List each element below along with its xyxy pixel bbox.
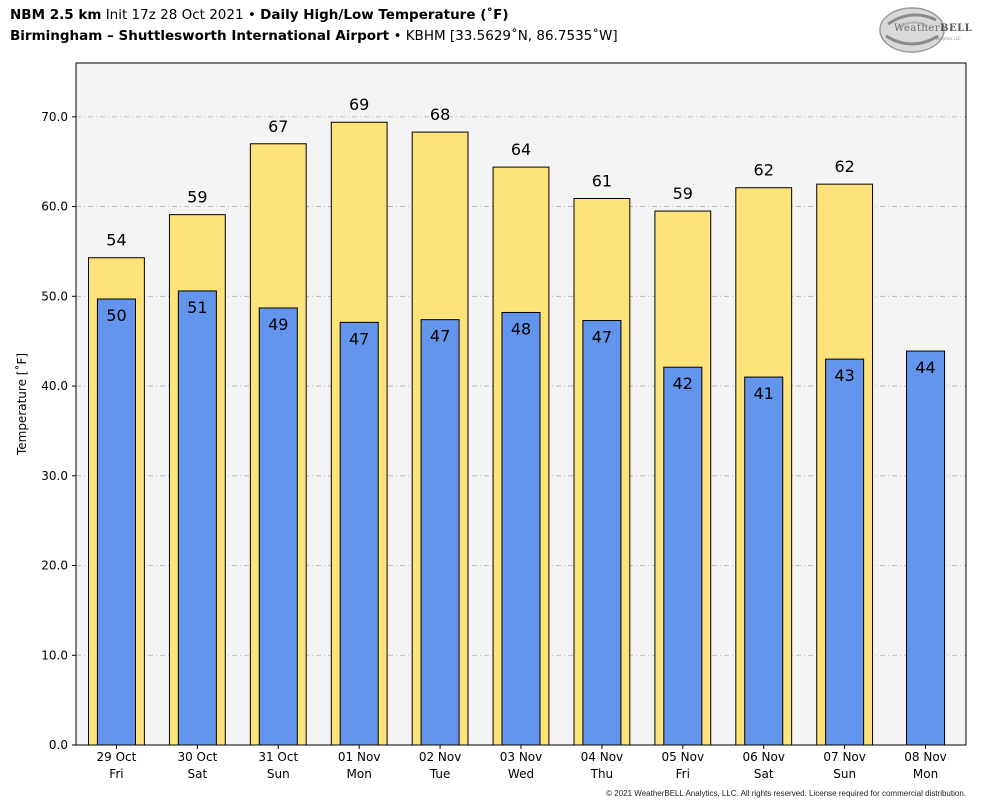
y-tick-label: 20.0 xyxy=(41,559,68,573)
x-tick-date-label: 30 Oct xyxy=(177,750,217,764)
model-name: NBM 2.5 km xyxy=(10,7,102,23)
x-tick-date-label: 04 Nov xyxy=(581,750,624,764)
x-tick-day-label: Tue xyxy=(429,767,451,781)
x-tick-day-label: Fri xyxy=(676,767,690,781)
low-temp-label: 47 xyxy=(430,327,450,346)
y-tick-label: 50.0 xyxy=(41,289,68,303)
high-temp-label: 54 xyxy=(106,231,126,250)
x-tick-date-label: 06 Nov xyxy=(742,750,785,764)
high-temp-label: 61 xyxy=(592,172,612,191)
low-temp-label: 43 xyxy=(834,366,854,385)
x-tick-day-label: Sat xyxy=(754,767,774,781)
separator: • xyxy=(393,28,402,44)
logo-wordmark: WeatherBELL xyxy=(894,23,973,34)
x-tick-date-label: 05 Nov xyxy=(662,750,705,764)
low-temp-label: 47 xyxy=(592,328,612,347)
weatherbell-logo: WeatherBELL Analytics LLC xyxy=(878,6,973,54)
y-tick-label: 60.0 xyxy=(41,200,68,214)
low-temp-label: 48 xyxy=(511,319,531,338)
low-temp-label: 47 xyxy=(349,329,369,348)
low-temp-bar xyxy=(420,319,460,746)
x-tick-date-label: 01 Nov xyxy=(338,750,381,764)
high-temp-label: 64 xyxy=(511,140,531,159)
logo-swirl-icon xyxy=(879,7,945,53)
high-temp-label: 67 xyxy=(268,117,288,136)
low-temp-label: 51 xyxy=(187,298,207,317)
x-tick-day-label: Thu xyxy=(590,767,614,781)
x-tick-date-label: 02 Nov xyxy=(419,750,462,764)
x-tick-date-label: 08 Nov xyxy=(904,750,947,764)
low-temp-label: 41 xyxy=(754,384,774,403)
chart-title-line-2: Birmingham – Shuttlesworth International… xyxy=(10,28,618,44)
x-tick-day-label: Sun xyxy=(267,767,290,781)
x-tick-day-label: Sat xyxy=(188,767,208,781)
location-name: Birmingham – Shuttlesworth International… xyxy=(10,28,390,44)
low-temp-label: 42 xyxy=(673,374,693,393)
product-title: Daily High/Low Temperature (˚F) xyxy=(260,7,509,23)
y-tick-label: 10.0 xyxy=(41,648,68,662)
low-temp-label: 49 xyxy=(268,315,288,334)
low-temp-label: 50 xyxy=(106,306,126,325)
x-tick-date-label: 03 Nov xyxy=(500,750,543,764)
low-temp-bar xyxy=(582,320,622,746)
x-tick-day-label: Sun xyxy=(833,767,856,781)
chart-title-line-1: NBM 2.5 km Init 17z 28 Oct 2021 • Daily … xyxy=(10,7,509,23)
x-tick-day-label: Mon xyxy=(347,767,372,781)
copyright-notice: © 2021 WeatherBELL Analytics, LLC. All r… xyxy=(606,789,966,798)
low-temp-bar xyxy=(501,311,541,746)
x-tick-date-label: 29 Oct xyxy=(97,750,137,764)
x-tick-day-label: Mon xyxy=(913,767,938,781)
y-tick-label: 40.0 xyxy=(41,379,68,393)
plot-frame xyxy=(75,62,967,746)
low-temp-bar xyxy=(744,376,784,746)
low-temp-bar xyxy=(906,350,946,746)
low-temp-label: 44 xyxy=(915,358,935,377)
high-temp-label: 69 xyxy=(349,95,369,114)
y-tick-label: 30.0 xyxy=(41,469,68,483)
x-tick-day-label: Fri xyxy=(109,767,123,781)
low-temp-bar xyxy=(825,358,865,746)
low-temp-bar xyxy=(258,307,298,746)
x-tick-day-label: Wed xyxy=(508,767,534,781)
high-temp-label: 59 xyxy=(187,188,207,207)
low-temp-bar xyxy=(96,298,136,746)
high-temp-label: 62 xyxy=(834,157,854,176)
low-temp-bar xyxy=(339,321,379,746)
low-temp-bar xyxy=(663,366,703,746)
x-tick-date-label: 31 Oct xyxy=(258,750,298,764)
x-tick-date-label: 07 Nov xyxy=(823,750,866,764)
init-time: Init 17z 28 Oct 2021 xyxy=(105,7,244,23)
high-temp-label: 68 xyxy=(430,105,450,124)
high-temp-label: 62 xyxy=(754,161,774,180)
logo-subtext: Analytics LLC xyxy=(934,36,961,41)
y-tick-label: 0.0 xyxy=(49,738,68,752)
low-temp-bar xyxy=(177,290,217,746)
y-tick-label: 70.0 xyxy=(41,110,68,124)
y-axis-label: Temperature [˚F] xyxy=(14,353,29,456)
separator: • xyxy=(247,7,256,23)
station-info: KBHM [33.5629˚N, 86.7535˚W] xyxy=(405,28,618,44)
high-temp-label: 59 xyxy=(673,184,693,203)
